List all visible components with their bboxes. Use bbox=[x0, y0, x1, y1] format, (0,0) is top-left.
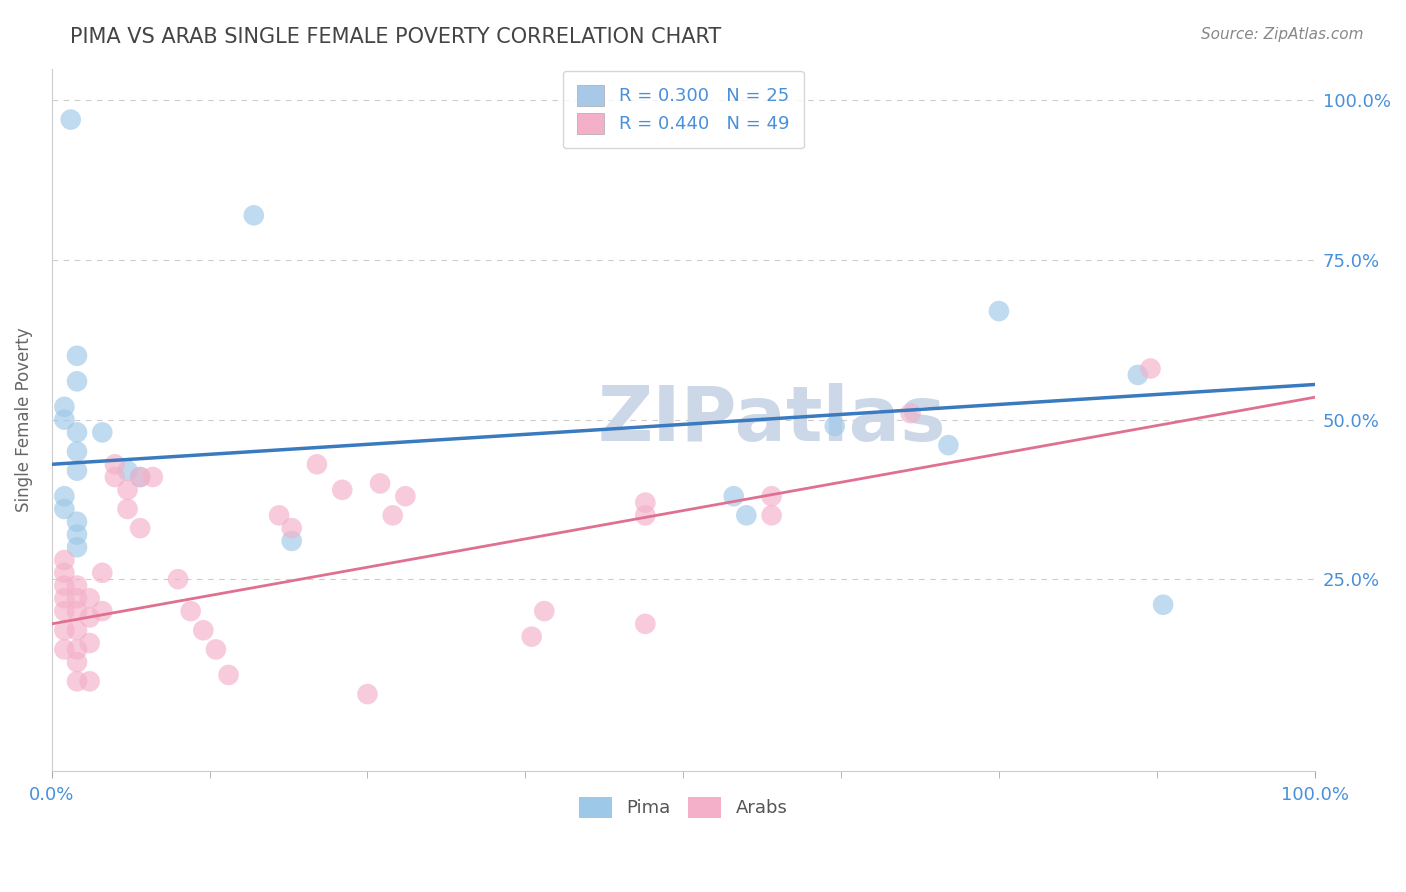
Point bbox=[280, 533, 302, 548]
Point bbox=[634, 508, 657, 523]
Legend: Pima, Arabs: Pima, Arabs bbox=[572, 789, 794, 825]
Point bbox=[394, 489, 416, 503]
Point bbox=[987, 304, 1010, 318]
Point bbox=[53, 400, 76, 414]
Point bbox=[243, 208, 266, 222]
Point bbox=[66, 578, 89, 592]
Point bbox=[53, 553, 76, 567]
Point bbox=[1152, 598, 1174, 612]
Point bbox=[66, 425, 89, 440]
Point bbox=[53, 502, 76, 516]
Point bbox=[129, 521, 152, 535]
Point bbox=[53, 642, 76, 657]
Point bbox=[205, 642, 228, 657]
Point bbox=[218, 668, 240, 682]
Point bbox=[66, 624, 89, 638]
Point bbox=[305, 458, 328, 472]
Point bbox=[53, 578, 76, 592]
Point bbox=[117, 483, 139, 497]
Point bbox=[66, 515, 89, 529]
Point bbox=[53, 489, 76, 503]
Point bbox=[66, 642, 89, 657]
Point bbox=[79, 636, 101, 650]
Point bbox=[53, 412, 76, 426]
Point bbox=[66, 604, 89, 618]
Point bbox=[53, 566, 76, 580]
Point bbox=[91, 425, 114, 440]
Point bbox=[129, 470, 152, 484]
Point bbox=[735, 508, 758, 523]
Point bbox=[938, 438, 960, 452]
Point bbox=[280, 521, 302, 535]
Point bbox=[381, 508, 404, 523]
Point bbox=[180, 604, 202, 618]
Point bbox=[117, 464, 139, 478]
Point bbox=[533, 604, 555, 618]
Point bbox=[129, 470, 152, 484]
Point bbox=[66, 541, 89, 555]
Point bbox=[520, 630, 543, 644]
Point bbox=[330, 483, 353, 497]
Point bbox=[66, 591, 89, 606]
Point bbox=[53, 624, 76, 638]
Point bbox=[267, 508, 290, 523]
Text: ZIPatlas: ZIPatlas bbox=[598, 383, 946, 457]
Point bbox=[634, 616, 657, 631]
Point bbox=[66, 349, 89, 363]
Point bbox=[53, 591, 76, 606]
Point bbox=[634, 495, 657, 509]
Point bbox=[53, 604, 76, 618]
Point bbox=[79, 674, 101, 689]
Point bbox=[66, 464, 89, 478]
Point bbox=[79, 591, 101, 606]
Point bbox=[66, 655, 89, 669]
Point bbox=[142, 470, 165, 484]
Point bbox=[900, 406, 922, 420]
Point bbox=[66, 444, 89, 458]
Point bbox=[66, 674, 89, 689]
Point bbox=[91, 604, 114, 618]
Point bbox=[193, 624, 215, 638]
Point bbox=[79, 610, 101, 624]
Text: PIMA VS ARAB SINGLE FEMALE POVERTY CORRELATION CHART: PIMA VS ARAB SINGLE FEMALE POVERTY CORRE… bbox=[70, 27, 721, 46]
Point bbox=[1139, 361, 1161, 376]
Text: Source: ZipAtlas.com: Source: ZipAtlas.com bbox=[1201, 27, 1364, 42]
Point bbox=[824, 419, 846, 434]
Point bbox=[761, 489, 783, 503]
Y-axis label: Single Female Poverty: Single Female Poverty bbox=[15, 327, 32, 512]
Point bbox=[356, 687, 378, 701]
Point bbox=[1126, 368, 1149, 382]
Point bbox=[59, 112, 82, 127]
Point bbox=[167, 572, 190, 586]
Point bbox=[91, 566, 114, 580]
Point bbox=[368, 476, 391, 491]
Point bbox=[66, 527, 89, 541]
Point bbox=[104, 458, 127, 472]
Point bbox=[117, 502, 139, 516]
Point bbox=[104, 470, 127, 484]
Point bbox=[723, 489, 745, 503]
Point bbox=[66, 374, 89, 388]
Point bbox=[761, 508, 783, 523]
